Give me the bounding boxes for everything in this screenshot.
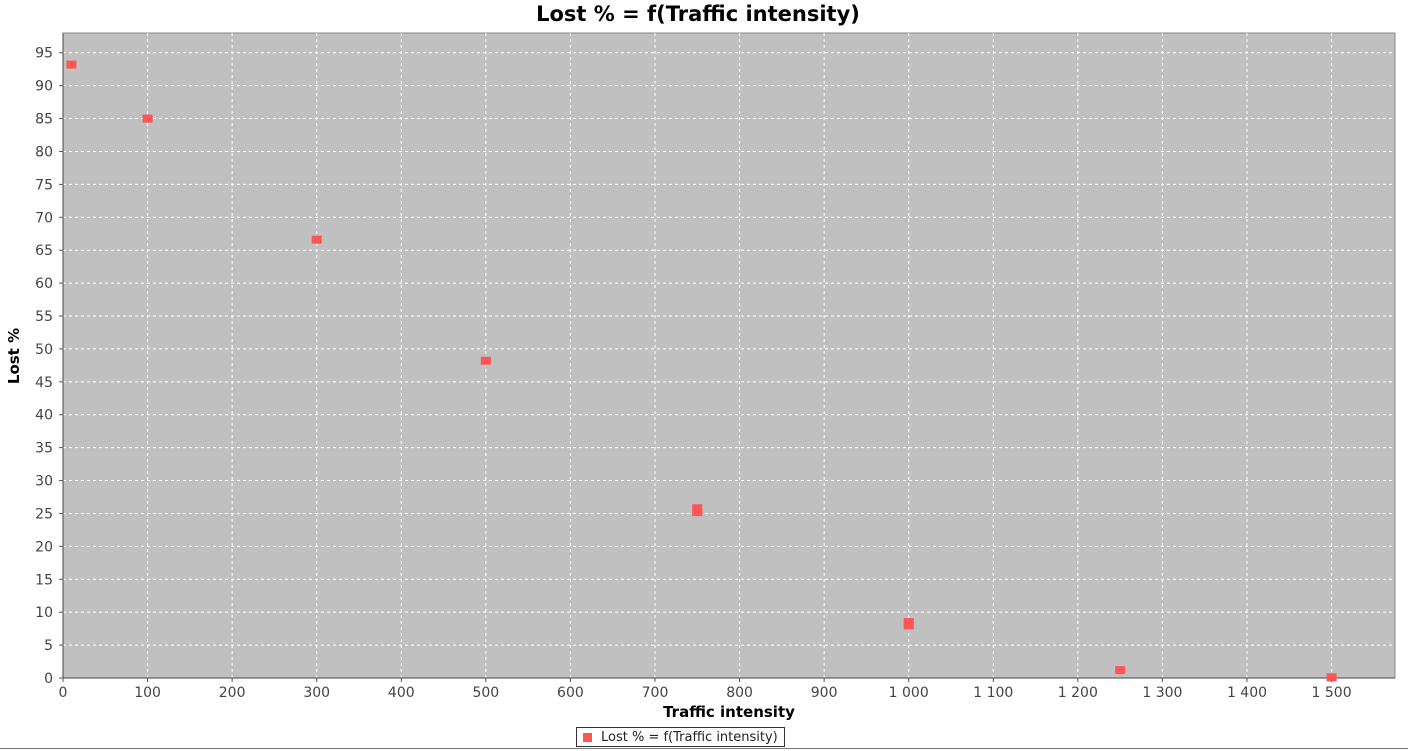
data-point — [311, 235, 322, 244]
y-tick-label: 60 — [35, 276, 53, 292]
x-axis-label: Traffic intensity — [663, 703, 795, 721]
y-tick-label: 5 — [44, 638, 53, 654]
data-points — [66, 60, 1337, 682]
x-tick-label: 1 200 — [1058, 685, 1098, 701]
axes — [62, 33, 1395, 679]
x-tick-label: 1 300 — [1142, 685, 1182, 701]
x-tick-label: 0 — [59, 685, 68, 701]
y-axis-ticks: 0 5 10 15 20 25 30 35 40 45 50 55 60 65 70 75 80 85 90 95 — [35, 46, 63, 687]
data-point — [66, 60, 77, 69]
y-tick-label: 80 — [35, 144, 53, 160]
y-tick-label: 55 — [35, 309, 53, 325]
data-point — [903, 621, 914, 630]
plot-area — [62, 32, 1396, 679]
y-tick-label: 70 — [35, 210, 53, 226]
y-tick-label: 90 — [35, 79, 53, 95]
x-tick-label: 400 — [388, 685, 415, 701]
y-tick-label: 40 — [35, 408, 53, 424]
y-tick-label: 15 — [35, 572, 53, 588]
x-tick-label: 800 — [726, 685, 753, 701]
x-tick-label: 600 — [557, 685, 584, 701]
y-tick-label: 0 — [44, 671, 53, 687]
y-axis-label: Lost % — [5, 328, 23, 384]
x-tick-label: 300 — [303, 685, 330, 701]
y-tick-label: 65 — [35, 243, 53, 259]
data-point — [142, 114, 153, 123]
x-tick-label: 1 000 — [889, 685, 929, 701]
y-tick-label: 20 — [35, 539, 53, 555]
data-point — [1115, 666, 1126, 675]
data-point — [480, 356, 491, 365]
bottom-divider — [0, 748, 1408, 749]
y-tick-label: 30 — [35, 474, 53, 490]
data-point — [1326, 673, 1337, 682]
legend-swatch — [583, 732, 592, 742]
x-tick-label: 1 400 — [1227, 685, 1267, 701]
y-tick-label: 50 — [35, 342, 53, 358]
legend-label: Lost % = f(Traffic intensity) — [601, 729, 778, 745]
x-tick-label: 1 500 — [1312, 685, 1352, 701]
x-axis-ticks: 0 100 200 300 400 500 600 700 800 900 1 000 1 100 1 … — [59, 678, 1352, 701]
chart-title: Lost % = f(Traffic intensity) — [536, 2, 860, 26]
x-tick-label: 500 — [472, 685, 499, 701]
data-point — [692, 508, 703, 517]
grid-lines — [63, 33, 1395, 678]
y-tick-label: 35 — [35, 441, 53, 457]
y-tick-label: 10 — [35, 605, 53, 621]
y-tick-label: 25 — [35, 506, 53, 522]
y-tick-label: 85 — [35, 112, 53, 128]
y-tick-label: 75 — [35, 177, 53, 193]
x-tick-label: 700 — [642, 685, 669, 701]
x-tick-label: 200 — [219, 685, 246, 701]
y-tick-label: 95 — [35, 46, 53, 62]
x-tick-label: 1 100 — [973, 685, 1013, 701]
x-tick-label: 100 — [134, 685, 161, 701]
x-tick-label: 900 — [811, 685, 838, 701]
y-tick-label: 45 — [35, 375, 53, 391]
legend: Lost % = f(Traffic intensity) — [576, 727, 785, 747]
